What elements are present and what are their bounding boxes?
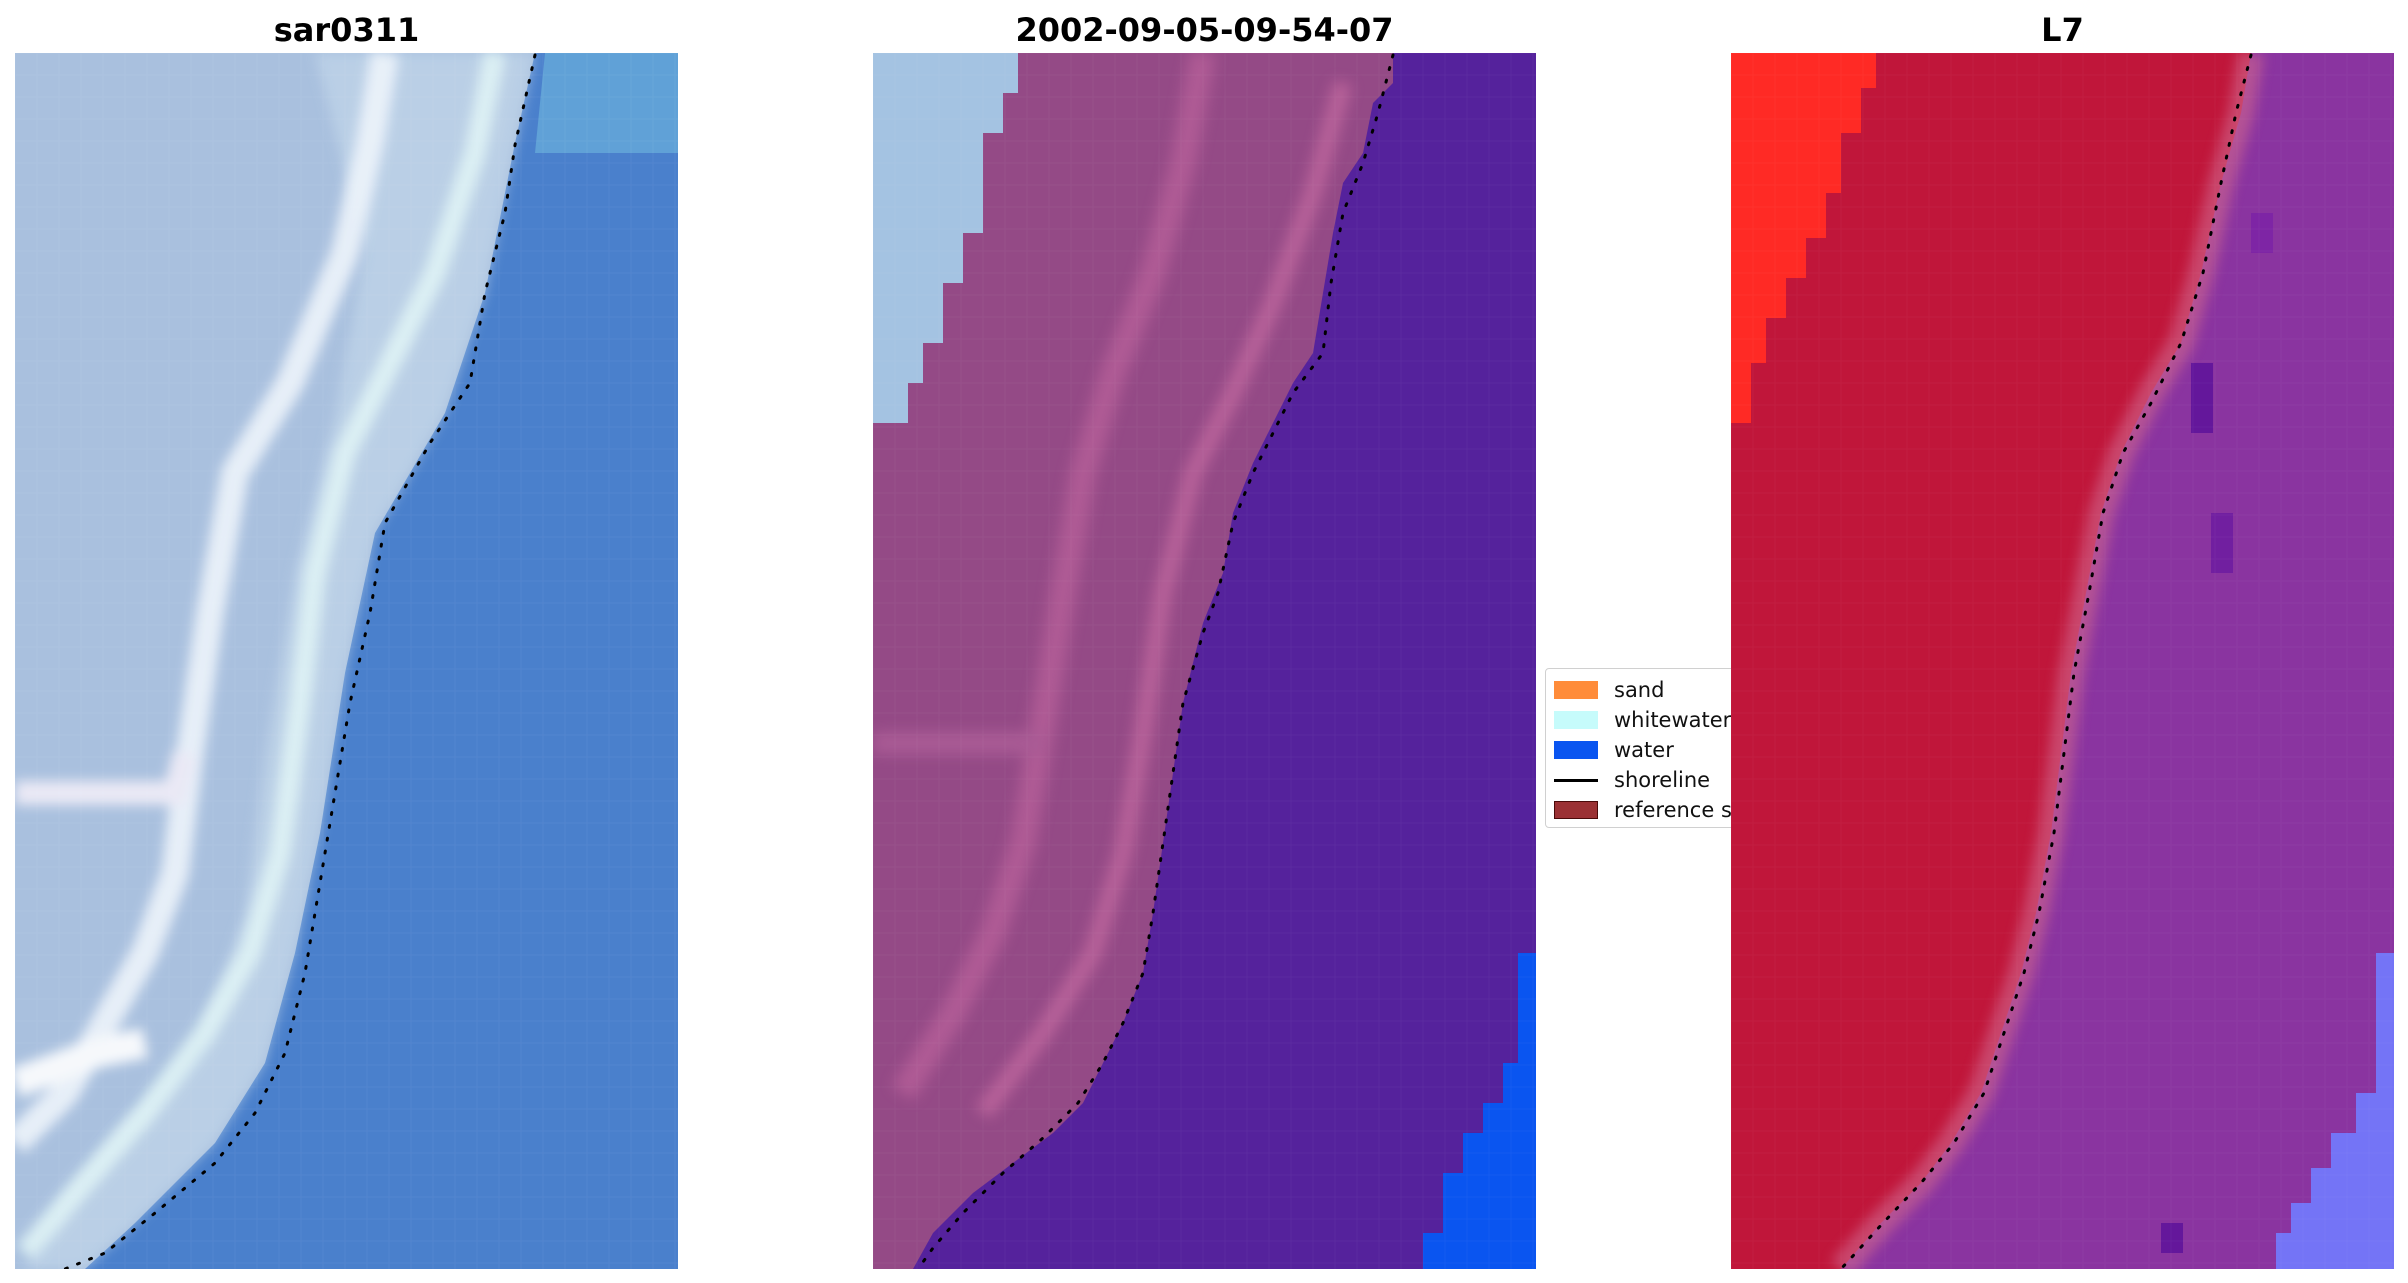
legend-label: sand	[1614, 678, 1665, 702]
shoreline-line	[63, 53, 537, 1269]
legend-item-shoreline: shoreline	[1554, 765, 1710, 795]
legend-item-water: water	[1554, 735, 1674, 765]
legend-label: water	[1614, 738, 1674, 762]
legend-label: shoreline	[1614, 768, 1711, 792]
legend-label: whitewater	[1614, 708, 1732, 732]
rgb-image	[15, 53, 678, 1269]
index-image	[1731, 53, 2394, 1269]
shoreline-line	[916, 53, 1395, 1269]
water-swatch	[1554, 741, 1598, 759]
whitewater-swatch	[1554, 711, 1598, 729]
legend-item-sand: sand	[1554, 675, 1664, 705]
index-image-panel	[1731, 53, 2394, 1269]
sand-swatch	[1554, 681, 1598, 699]
legend-item-reference-shoreline: reference shoreline buffer	[1554, 795, 1744, 825]
panel-title-classified: 2002-09-05-09-54-07	[1015, 11, 1394, 49]
rgb-image-panel	[15, 53, 678, 1269]
classified-image-panel	[873, 53, 1536, 1269]
legend-item-whitewater: whitewater	[1554, 705, 1731, 735]
panel-title-rgb: sar0311	[273, 11, 420, 49]
shoreline-line-swatch	[1554, 778, 1598, 782]
panel-title-index: L7	[2041, 11, 2084, 49]
shoreline-line	[1839, 53, 2253, 1269]
legend-label: reference shoreline buffer	[1614, 798, 1744, 822]
reference-shoreline-swatch	[1554, 801, 1598, 819]
legend: sand whitewater water shoreline referenc…	[1545, 668, 1745, 828]
classified-image	[873, 53, 1536, 1269]
